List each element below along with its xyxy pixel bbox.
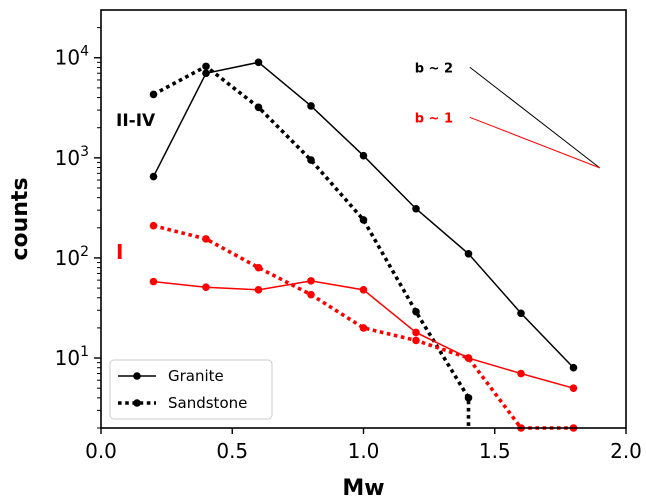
series-line-ii-iv-sandstone (152, 64, 471, 428)
legend-marker-granite (133, 372, 141, 380)
data-point (359, 151, 368, 160)
x-tick-label-3: 1.5 (479, 439, 511, 463)
data-point (149, 277, 158, 286)
data-point (517, 369, 525, 378)
annotations: b ~ 2 b ~ 1 II-IV I (116, 61, 601, 264)
y-tick-label-1e4: 104 (55, 44, 89, 70)
group-label-i: I (116, 240, 123, 264)
legend-label-sandstone: Sandstone (168, 394, 247, 412)
x-tick-label-1: 0.5 (216, 439, 248, 463)
series-line-i-sandstone (153, 223, 574, 430)
data-point (464, 354, 473, 362)
data-point (149, 90, 158, 99)
legend: Granite Sandstone (109, 359, 273, 420)
data-point (149, 221, 158, 230)
annotation-b1: b ~ 1 (415, 111, 453, 126)
axis-ticks: 0.0 0.5 1.0 1.5 2.0 101 102 103 104 (55, 27, 642, 463)
data-point (202, 283, 210, 292)
legend-box (109, 359, 273, 420)
data-point (307, 290, 315, 299)
data-point (569, 384, 578, 392)
data-point (359, 286, 368, 294)
x-tick-label-4: 2.0 (610, 439, 642, 463)
x-axis-label: Mw (342, 476, 384, 500)
data-point (254, 286, 263, 294)
data-point (254, 263, 263, 272)
data-point (569, 363, 578, 372)
data-point (202, 69, 210, 78)
y-axis-label: counts (8, 177, 33, 260)
x-tick-label-0: 0.0 (85, 439, 117, 463)
slope-line-b1 (469, 116, 600, 169)
data-point (254, 58, 263, 67)
data-point (307, 277, 315, 285)
x-tick-label-2: 1.0 (348, 439, 380, 463)
annotation-b2: b ~ 2 (415, 61, 453, 76)
data-point (412, 336, 420, 345)
series-line-ii-iv-granite (152, 61, 575, 369)
data-point (359, 324, 368, 332)
y-tick-label-1e1: 101 (55, 344, 89, 370)
group-label-ii-iv: II-IV (116, 111, 156, 131)
y-tick-label-1e3: 103 (55, 144, 89, 170)
data-point (412, 328, 420, 337)
data-point (464, 249, 473, 258)
plot-frame (100, 9, 627, 429)
data-point (517, 309, 525, 318)
data-point (412, 307, 420, 316)
data-point (412, 204, 420, 213)
data-point (307, 156, 315, 164)
data-point (202, 62, 210, 71)
legend-marker-sandstone (133, 399, 141, 407)
y-tick-label-1e2: 102 (55, 244, 89, 270)
data-point (149, 172, 158, 181)
data-point (307, 102, 315, 110)
series-lines (149, 58, 578, 432)
data-point (254, 103, 263, 112)
legend-label-granite: Granite (168, 367, 224, 385)
data-point (359, 216, 368, 224)
data-point (464, 394, 473, 402)
data-point (202, 235, 210, 243)
slope-line-b2 (469, 66, 601, 169)
